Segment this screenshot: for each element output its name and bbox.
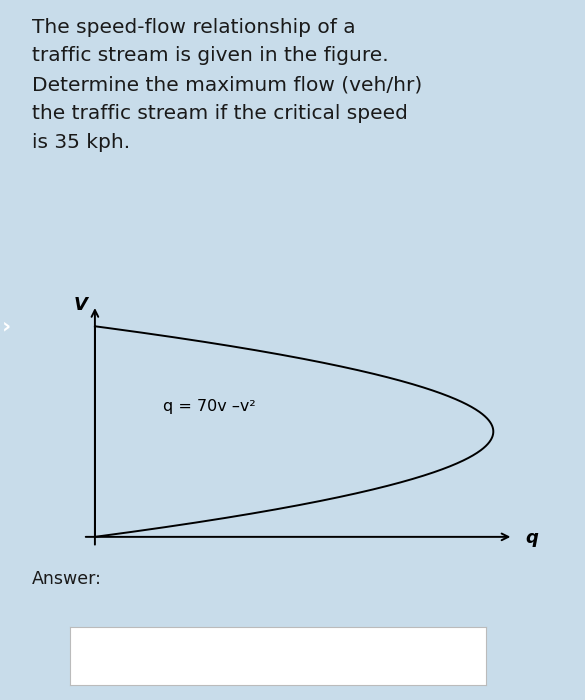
Text: The speed-flow relationship of a
traffic stream is given in the figure.
Determin: The speed-flow relationship of a traffic… [32,18,422,151]
Text: ›: › [2,316,11,337]
Text: V: V [74,296,88,314]
Text: Answer:: Answer: [32,570,102,587]
Text: q: q [525,529,538,547]
Text: q = 70v –v²: q = 70v –v² [163,399,255,414]
